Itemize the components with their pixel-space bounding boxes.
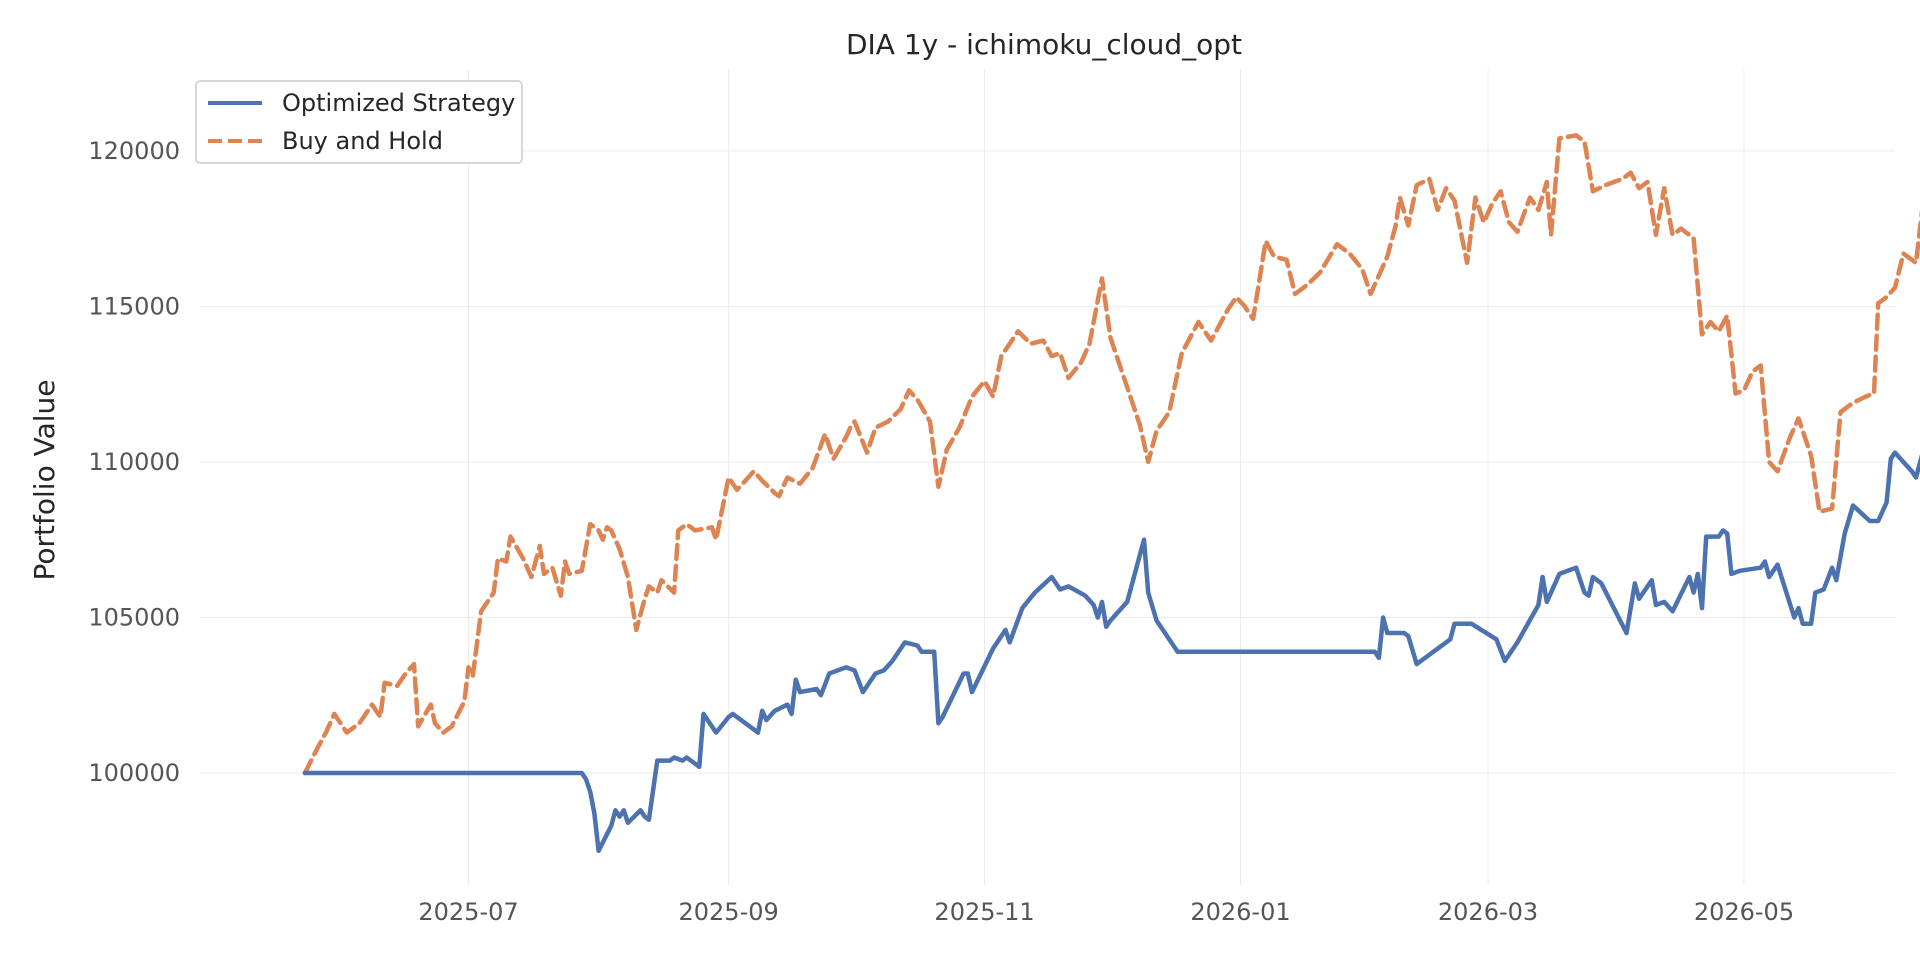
y-tick-label: 100000: [88, 759, 180, 787]
y-tick-label: 105000: [88, 603, 180, 631]
chart-title: DIA 1y - ichimoku_cloud_opt: [846, 28, 1242, 61]
x-tick-label: 2025-09: [678, 898, 778, 926]
y-tick-label: 115000: [88, 292, 180, 320]
legend: Optimized Strategy Buy and Hold: [195, 80, 523, 164]
legend-label-buy-and-hold: Buy and Hold: [282, 127, 443, 155]
legend-label-optimized-strategy: Optimized Strategy: [282, 89, 515, 117]
x-tick-label: 2025-11: [934, 898, 1034, 926]
y-axis-label: Portfolio Value: [28, 380, 61, 581]
series-line-optimized-strategy: [302, 450, 1920, 854]
gridlines: [200, 70, 1895, 885]
series-layer: [302, 133, 1920, 854]
tick-labels: 100000 105000 110000 115000 120000 2025-07 202…: [88, 137, 1794, 926]
x-tick-label: 2026-03: [1438, 898, 1538, 926]
legend-box: [195, 80, 523, 164]
x-tick-label: 2026-05: [1694, 898, 1794, 926]
y-tick-label: 120000: [88, 137, 180, 165]
x-tick-label: 2025-07: [418, 898, 518, 926]
y-tick-label: 110000: [88, 448, 180, 476]
series-line-buy-and-hold: [302, 133, 1920, 776]
x-tick-label: 2026-01: [1190, 898, 1290, 926]
